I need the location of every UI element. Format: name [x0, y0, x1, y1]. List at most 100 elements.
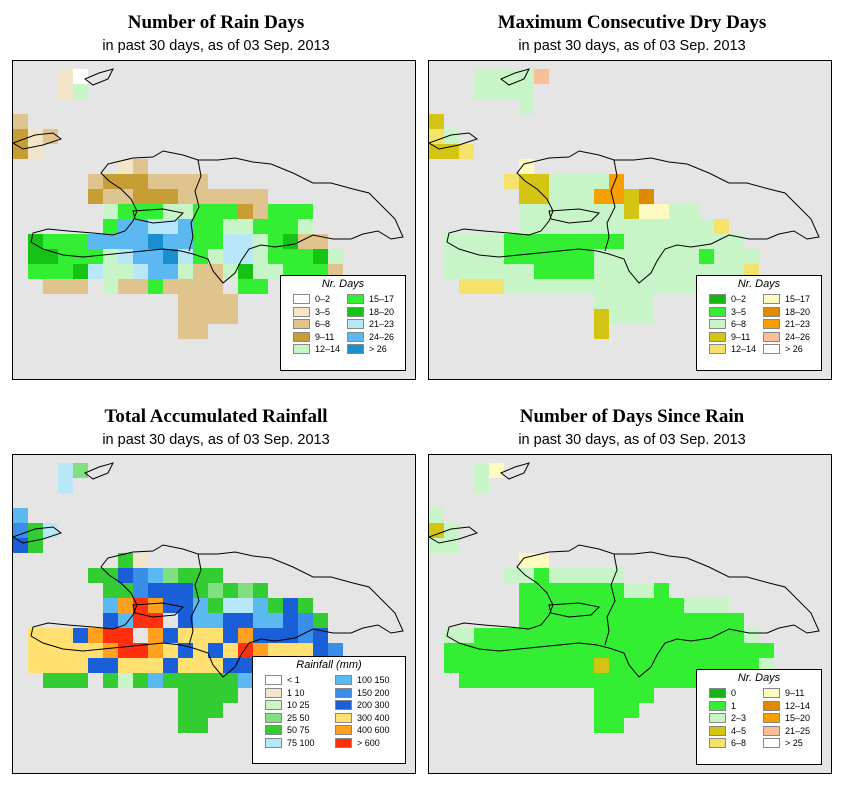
grid-cell	[103, 628, 118, 643]
grid-cell	[624, 204, 639, 219]
grid-cell	[624, 613, 639, 628]
grid-cell	[639, 643, 654, 658]
grid-cell	[268, 628, 283, 643]
grid-cell	[669, 613, 684, 628]
grid-cell	[534, 219, 549, 234]
legend-label: 21–23	[369, 319, 395, 330]
grid-cell	[534, 613, 549, 628]
grid-cell	[103, 598, 118, 613]
grid-cell	[208, 234, 223, 249]
grid-cell	[579, 249, 594, 264]
grid-cell	[549, 234, 564, 249]
grid-cell	[639, 688, 654, 703]
legend-swatch	[265, 712, 282, 723]
grid-cell	[193, 279, 208, 294]
grid-cell	[178, 324, 193, 339]
grid-cell	[639, 204, 654, 219]
grid-cell	[564, 189, 579, 204]
grid-cell	[564, 234, 579, 249]
grid-cell	[684, 628, 699, 643]
grid-cell	[744, 249, 759, 264]
legend-title: Nr. Days	[737, 672, 781, 684]
legend-swatch	[293, 344, 310, 355]
grid-cell	[193, 234, 208, 249]
grid-cell	[549, 643, 564, 658]
grid-cell	[208, 279, 223, 294]
grid-cell	[283, 613, 298, 628]
grid-cell	[193, 174, 208, 189]
grid-cell	[73, 279, 88, 294]
grid-cell	[459, 673, 474, 688]
grid-cell	[103, 204, 118, 219]
grid-cell	[579, 568, 594, 583]
grid-cell	[88, 568, 103, 583]
grid-cell	[594, 673, 609, 688]
grid-cell	[654, 598, 669, 613]
grid-cell	[549, 279, 564, 294]
grid-cell	[118, 643, 133, 658]
grid-cell	[444, 523, 459, 538]
grid-cell	[714, 643, 729, 658]
grid-cell	[669, 249, 684, 264]
grid-cell	[564, 264, 579, 279]
grid-cell	[594, 688, 609, 703]
grid-cell	[148, 279, 163, 294]
grid-cell	[13, 523, 28, 538]
legend-swatch	[709, 713, 726, 724]
grid-cell	[103, 643, 118, 658]
grid-cell	[684, 234, 699, 249]
grid-cell	[73, 69, 88, 84]
grid-cell	[58, 84, 73, 99]
grid-cell	[504, 234, 519, 249]
grid-cell	[489, 69, 504, 84]
grid-cell	[118, 249, 133, 264]
coastline	[548, 602, 601, 618]
grid-cell	[489, 234, 504, 249]
legend-label: 6–8	[731, 738, 747, 749]
grid-cell	[474, 478, 489, 493]
grid-cell	[474, 279, 489, 294]
grid-cell	[654, 658, 669, 673]
grid-cell	[148, 219, 163, 234]
grid-cell	[313, 249, 328, 264]
grid-cell	[118, 553, 133, 568]
grid-cell	[594, 628, 609, 643]
grid-cell	[58, 643, 73, 658]
panel-title: Number of Rain Days	[127, 12, 305, 33]
panel-days-since-rain: Number of Days Since Rain in past 30 day…	[428, 406, 836, 786]
map-svg	[13, 462, 404, 733]
grid-cell	[88, 234, 103, 249]
grid-cell	[444, 234, 459, 249]
grid-cell	[193, 264, 208, 279]
grid-cell	[609, 568, 624, 583]
grid-cell	[594, 264, 609, 279]
grid-cell	[163, 249, 178, 264]
grid-cell	[624, 583, 639, 598]
grid-cell	[223, 613, 238, 628]
legend-label: 21–23	[785, 319, 811, 330]
grid-cell	[103, 673, 118, 688]
legend-swatch	[763, 688, 780, 698]
grid-cell	[474, 658, 489, 673]
grid-cell	[58, 673, 73, 688]
grid-cell	[519, 553, 534, 568]
grid-cell	[699, 643, 714, 658]
grid-cell	[268, 234, 283, 249]
grid-cell	[223, 234, 238, 249]
grid-cell	[268, 249, 283, 264]
grid-cell	[564, 583, 579, 598]
grid-cell	[504, 673, 519, 688]
grid-cell	[193, 598, 208, 613]
grid-cell	[654, 613, 669, 628]
grid-cell	[133, 673, 148, 688]
grid-cell	[684, 658, 699, 673]
grid-cell	[58, 234, 73, 249]
grid-cell	[253, 279, 268, 294]
grid-cell	[178, 598, 193, 613]
grid-cell	[579, 628, 594, 643]
grid-cell	[519, 643, 534, 658]
legend-label: 18–20	[369, 306, 395, 317]
grid-cell	[223, 583, 238, 598]
grid-cell	[654, 673, 669, 688]
grid-cell	[238, 658, 253, 673]
